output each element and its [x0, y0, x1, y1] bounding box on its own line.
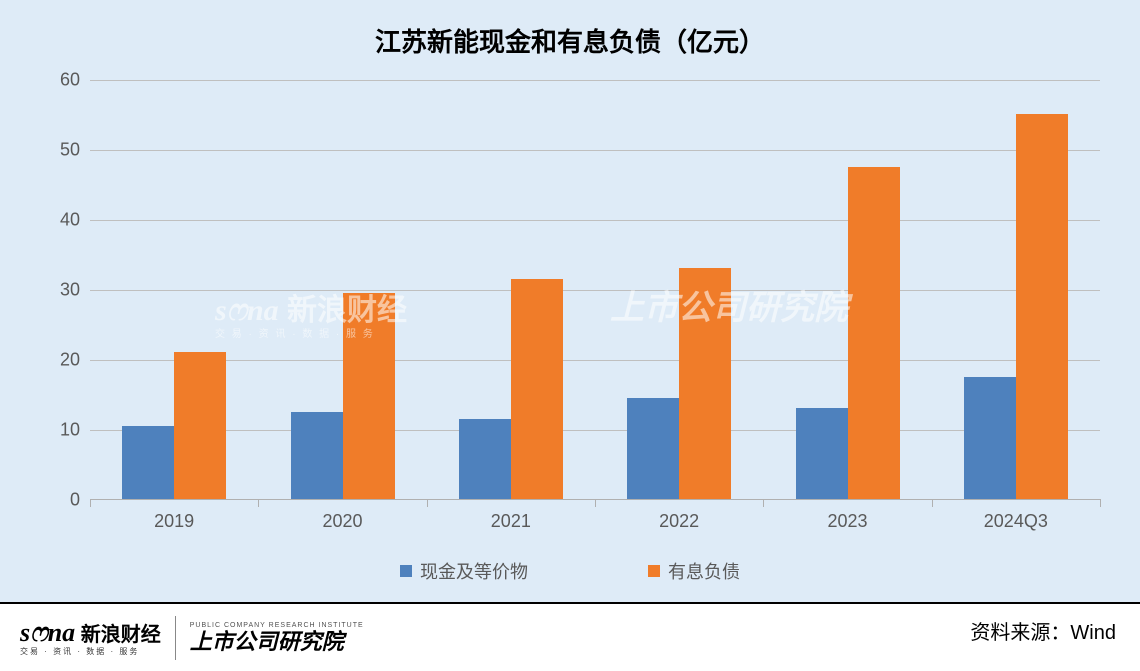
sina-logo: sෆna 新浪财经 交易 · 资讯 · 数据 · 服务: [20, 620, 161, 657]
x-axis-label: 2023: [763, 511, 931, 532]
gridline: [90, 290, 1100, 291]
y-axis-label: 10: [40, 420, 80, 441]
x-axis-label: 2022: [595, 511, 763, 532]
y-axis-label: 20: [40, 350, 80, 371]
gridline: [90, 150, 1100, 151]
x-axis-label: 2019: [90, 511, 258, 532]
footer-logos: sෆna 新浪财经 交易 · 资讯 · 数据 · 服务 PUBLIC COMPA…: [20, 612, 364, 664]
legend-item: 现金及等价物: [400, 558, 528, 584]
x-axis-label: 2021: [427, 511, 595, 532]
legend-label: 有息负债: [668, 558, 740, 584]
y-axis-label: 0: [40, 490, 80, 511]
logo-divider: [175, 616, 176, 660]
bar-现金及等价物: [122, 426, 174, 500]
chart-card: 江苏新能现金和有息负债（亿元） 010203040506020192020202…: [0, 0, 1140, 602]
bar-有息负债: [1016, 114, 1068, 499]
bar-现金及等价物: [291, 412, 343, 500]
bar-有息负债: [174, 352, 226, 499]
bar-现金及等价物: [796, 408, 848, 499]
legend-swatch: [400, 565, 412, 577]
bar-有息负债: [848, 167, 900, 500]
bar-有息负债: [679, 268, 731, 499]
gridline: [90, 220, 1100, 221]
bar-现金及等价物: [459, 419, 511, 500]
data-source: 资料来源：Wind: [970, 616, 1116, 645]
institute-logo: PUBLIC COMPANY RESEARCH INSTITUTE 上市公司研究…: [190, 622, 364, 654]
legend-swatch: [648, 565, 660, 577]
y-axis-label: 50: [40, 140, 80, 161]
y-axis-label: 30: [40, 280, 80, 301]
footer: sෆna 新浪财经 交易 · 资讯 · 数据 · 服务 PUBLIC COMPA…: [0, 602, 1140, 671]
x-axis-label: 2020: [258, 511, 426, 532]
gridline: [90, 430, 1100, 431]
bar-有息负债: [511, 279, 563, 500]
x-axis-label: 2024Q3: [932, 511, 1100, 532]
y-axis-label: 60: [40, 70, 80, 91]
bar-现金及等价物: [627, 398, 679, 500]
bar-现金及等价物: [964, 377, 1016, 500]
chart-title: 江苏新能现金和有息负债（亿元）: [0, 22, 1140, 59]
gridline: [90, 80, 1100, 81]
y-axis-label: 40: [40, 210, 80, 231]
bar-有息负债: [343, 293, 395, 500]
legend-item: 有息负债: [648, 558, 740, 584]
legend: 现金及等价物 有息负债: [0, 558, 1140, 584]
plot-area: 0102030405060201920202021202220232024Q3: [90, 80, 1100, 500]
gridline: [90, 360, 1100, 361]
legend-label: 现金及等价物: [420, 558, 528, 584]
